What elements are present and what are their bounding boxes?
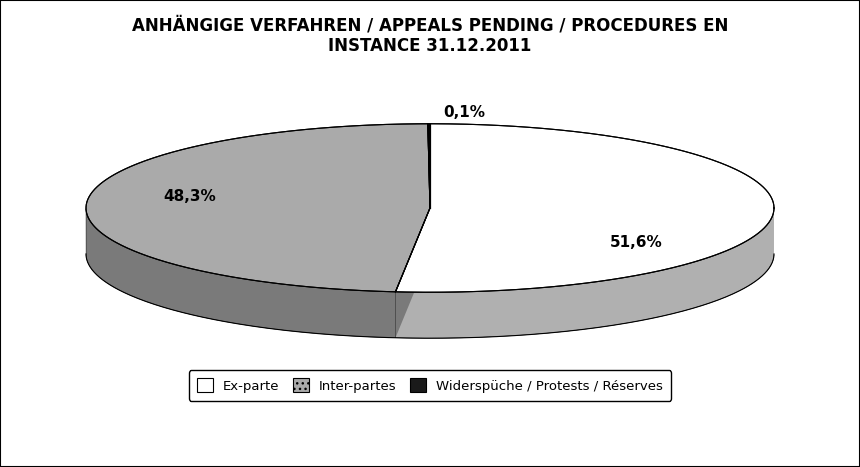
Legend: Ex-parte, Inter-partes, Widerspüche / Protests / Réserves: Ex-parte, Inter-partes, Widerspüche / Pr… [189,370,671,401]
Text: 51,6%: 51,6% [610,235,663,250]
Text: ANHÄNGIGE VERFAHREN / APPEALS PENDING / PROCEDURES EN
INSTANCE 31.12.2011: ANHÄNGIGE VERFAHREN / APPEALS PENDING / … [132,16,728,55]
Text: 48,3%: 48,3% [163,189,216,204]
Polygon shape [396,208,430,338]
Polygon shape [86,124,430,292]
Polygon shape [396,209,774,338]
Polygon shape [427,124,430,208]
Text: 0,1%: 0,1% [444,105,485,120]
Polygon shape [86,209,396,338]
Polygon shape [396,208,430,338]
Polygon shape [396,124,774,292]
